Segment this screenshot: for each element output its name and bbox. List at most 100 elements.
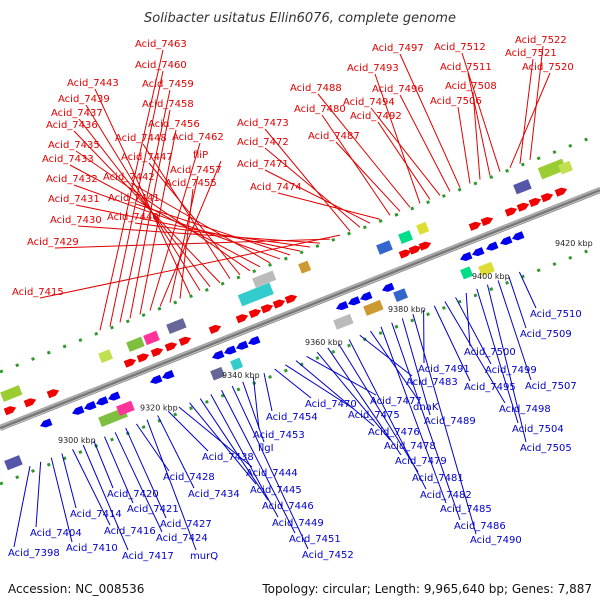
gene-label-top: Acid_7521 bbox=[505, 48, 557, 59]
gene-label-bottom: Acid_7434 bbox=[188, 489, 240, 500]
reverse-gene bbox=[336, 301, 349, 311]
leader-line-bottom bbox=[348, 339, 427, 490]
gene-label-bottom: Acid_7504 bbox=[512, 424, 564, 435]
leader-line-bottom bbox=[285, 364, 355, 410]
leader-line-bottom bbox=[327, 347, 402, 456]
leader-line-bottom bbox=[146, 419, 197, 551]
reverse-gene bbox=[96, 396, 109, 406]
gene-label-top: Acid_7492 bbox=[350, 111, 402, 122]
gene-label-top: Acid_7471 bbox=[237, 159, 289, 170]
gene-label-top: Acid_7432 bbox=[46, 174, 98, 185]
leader-line-top bbox=[264, 147, 361, 228]
leader-line-bottom bbox=[476, 288, 519, 424]
reverse-gene bbox=[84, 401, 97, 411]
gene-label-top: Acid_7442 bbox=[103, 172, 155, 183]
gene-label-top: Acid_7487 bbox=[308, 131, 360, 142]
leader-line-bottom bbox=[316, 351, 391, 441]
gene-label-bottom: Acid_7498 bbox=[499, 404, 551, 415]
leader-line-top bbox=[69, 164, 261, 268]
leader-line-bottom bbox=[125, 427, 167, 519]
gene-label-bottom: Acid_7451 bbox=[289, 534, 341, 545]
gene-label-bottom: Acid_7477 bbox=[370, 396, 422, 407]
leader-line-top bbox=[169, 175, 199, 303]
leader-line-top bbox=[472, 91, 481, 180]
leader-line-bottom bbox=[114, 432, 163, 533]
feature-block bbox=[0, 385, 23, 402]
reverse-gene bbox=[236, 340, 249, 350]
forward-gene bbox=[23, 398, 37, 408]
gene-label-top: Acid_7494 bbox=[343, 97, 395, 108]
gene-label-top: Acid_7462 bbox=[172, 132, 224, 143]
gene-label-bottom: Acid_7507 bbox=[525, 381, 577, 392]
feature-block bbox=[460, 266, 474, 280]
leader-line-bottom bbox=[274, 368, 312, 399]
gene-label-bottom: Acid_7478 bbox=[384, 441, 436, 452]
gene-label-bottom: dnaK bbox=[413, 402, 439, 413]
reverse-gene bbox=[360, 291, 373, 301]
leader-line-top bbox=[321, 114, 391, 216]
forward-gene bbox=[136, 353, 150, 363]
forward-gene bbox=[398, 249, 412, 259]
gene-label-bottom: Acid_7445 bbox=[250, 485, 302, 496]
gene-label-top: Acid_7448 bbox=[115, 133, 167, 144]
reverse-gene bbox=[162, 370, 175, 380]
gene-label-top: Acid_7463 bbox=[135, 39, 187, 50]
leader-line-top bbox=[77, 225, 321, 244]
forward-gene bbox=[540, 193, 554, 203]
gene-label-bottom: Acid_7485 bbox=[440, 504, 492, 515]
feature-block bbox=[333, 313, 354, 330]
position-ticks: 9300 kbp 9320 kbp 9340 kbp 9360 kbp 9380 kbp… bbox=[58, 239, 593, 445]
feature-block bbox=[166, 318, 187, 335]
leader-line-bottom bbox=[242, 381, 265, 443]
leader-line-top bbox=[467, 72, 491, 176]
leader-line-top bbox=[335, 141, 401, 212]
gene-label-bottom: Acid_7481 bbox=[412, 473, 464, 484]
feature-block bbox=[210, 366, 225, 381]
forward-gene bbox=[408, 245, 422, 255]
leader-line-bottom bbox=[210, 394, 279, 518]
gene-label-bottom: Acid_7509 bbox=[520, 329, 572, 340]
gene-label-bottom: Acid_7470 bbox=[305, 399, 357, 410]
leader-line-bottom bbox=[13, 466, 31, 548]
gene-label-top: Acid_7439 bbox=[58, 94, 110, 105]
feature-block bbox=[98, 349, 113, 363]
leader-line-bottom bbox=[380, 326, 447, 504]
gene-label-bottom: Acid_7449 bbox=[272, 518, 324, 529]
gene-label-bottom: Acid_7428 bbox=[163, 472, 215, 483]
position-tick-label: 9340 kbp bbox=[222, 371, 260, 380]
gene-label-bottom: Acid_7414 bbox=[70, 509, 122, 520]
gene-label-bottom: Acid_7510 bbox=[530, 309, 582, 320]
gene-label-bottom: Acid_7499 bbox=[485, 365, 537, 376]
feature-block bbox=[230, 357, 244, 371]
leader-line-bottom bbox=[263, 373, 273, 412]
gene-label-bottom: Acid_7476 bbox=[368, 427, 420, 438]
feature-block bbox=[513, 179, 532, 195]
gene-label-bottom: Acid_7417 bbox=[122, 551, 174, 562]
leader-line-bottom bbox=[306, 355, 377, 396]
gene-label-top: Acid_7460 bbox=[135, 60, 187, 71]
leader-line-top bbox=[399, 53, 461, 188]
gene-label-bottom: Acid_7404 bbox=[30, 528, 82, 539]
feature-block bbox=[558, 160, 573, 175]
gene-label-bottom: Acid_7444 bbox=[246, 468, 298, 479]
forward-gene bbox=[272, 299, 286, 309]
gene-label-top: Acid_7480 bbox=[294, 104, 346, 115]
reverse-gene bbox=[150, 374, 163, 384]
forward-gene bbox=[150, 347, 164, 357]
gene-label-top: Acid_7472 bbox=[237, 137, 289, 148]
leader-line-top bbox=[370, 107, 441, 196]
leader-line-bottom bbox=[82, 444, 129, 551]
gene-label-bottom: Acid_7483 bbox=[406, 377, 458, 388]
gene-label-top: Acid_7457 bbox=[170, 165, 222, 176]
leader-line-top bbox=[399, 94, 451, 192]
reverse-gene bbox=[108, 391, 121, 401]
forward-gene bbox=[528, 197, 542, 208]
leader-line-top bbox=[457, 106, 471, 184]
leader-line-top bbox=[73, 130, 221, 284]
leader-line-top bbox=[148, 162, 241, 276]
topology-text: Topology: circular; Length: 9,965,640 bp… bbox=[262, 582, 592, 596]
feature-block bbox=[393, 288, 408, 302]
gene-label-top: Acid_7520 bbox=[522, 62, 574, 73]
leader-line-bottom bbox=[221, 389, 296, 534]
